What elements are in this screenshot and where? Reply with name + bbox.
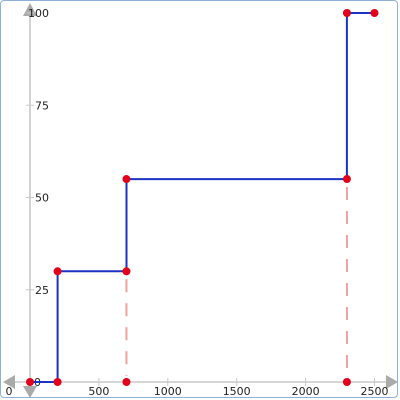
x-tick-label: 500 [88,385,109,398]
x-tick-label: 1000 [154,385,182,398]
data-point [342,9,351,17]
axes [3,3,397,397]
step-line [30,12,375,383]
y-tick-label: 100 [28,7,49,20]
x-axis-arrow-left [3,375,15,389]
data-point [122,267,131,276]
data-point [53,378,62,386]
data-point [26,378,34,386]
x-tick-label: 2000 [292,385,320,398]
y-axis-arrow-down [23,386,37,397]
y-tick-label: 50 [35,192,49,205]
data-point [342,175,351,184]
data-point [370,9,379,17]
data-point [122,378,131,386]
y-tick-label: 25 [35,284,49,297]
series-line [30,12,375,383]
x-tick-label: 1500 [223,385,251,398]
x-tick-label: 2500 [361,385,389,398]
data-point [53,267,62,276]
data-points [26,9,379,386]
data-point [342,378,351,386]
x-axis-arrow-right [386,375,397,389]
x-tick-label: 0 [6,385,13,398]
dashed-drop-lines [125,187,348,376]
y-tick-label: 75 [35,99,49,112]
data-point [122,175,131,184]
